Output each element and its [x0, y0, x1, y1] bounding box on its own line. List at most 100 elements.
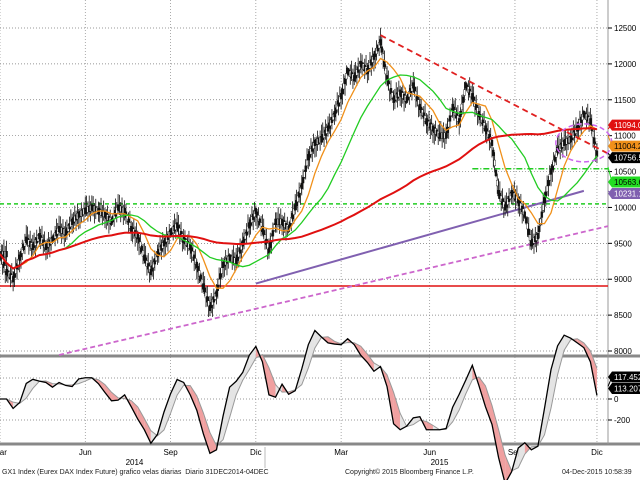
oscillator-fill	[249, 346, 256, 370]
price-label-text: 10756.5	[614, 154, 640, 163]
oscillator-fill	[236, 372, 243, 395]
oscillator-fill	[367, 354, 374, 372]
price-tick-label: 8500	[614, 311, 632, 320]
candle-body	[540, 211, 544, 218]
price-tick-label: 11500	[614, 96, 636, 105]
oscillator-fill	[518, 442, 525, 468]
price-tick-label: 10500	[614, 168, 637, 177]
oscillator-label-text: 113.2077	[614, 385, 640, 394]
price-tick-label: 9500	[614, 239, 632, 248]
x-tick-label: Jun	[423, 448, 436, 457]
oscillator-fill	[268, 367, 276, 398]
oscillator-tick-label: -200	[614, 416, 631, 425]
price-label-tag	[608, 152, 640, 164]
price-label-tag	[608, 188, 640, 200]
oscillator-fill	[498, 429, 506, 480]
candle-body	[5, 251, 8, 258]
candle-body	[220, 267, 223, 274]
candle-body	[494, 169, 498, 177]
oscillator-fill	[209, 432, 217, 454]
oscillator-fill	[164, 393, 171, 430]
oscillator-fill	[577, 338, 584, 348]
candle-body	[447, 121, 450, 128]
candle-body	[303, 171, 306, 178]
candle-body	[490, 139, 494, 146]
candle-body	[345, 73, 348, 80]
oscillator-fill	[301, 344, 309, 385]
oscillator-fill	[485, 385, 492, 425]
price-tick-label: 12000	[614, 60, 637, 69]
oscillator-fill	[544, 369, 552, 435]
candle-body	[459, 111, 462, 118]
candle-body	[215, 290, 218, 297]
oscillator-label-tag	[608, 371, 640, 383]
oscillator-fill	[452, 394, 460, 422]
oscillator-label-text: 117.4521	[614, 373, 640, 382]
oscillator-fill	[223, 387, 230, 440]
x-tick-label: Jun	[79, 448, 92, 457]
candle-body	[545, 185, 549, 192]
price-tick-label: 10000	[614, 203, 637, 212]
oscillator-fill	[551, 345, 558, 409]
moving-average-line	[0, 74, 598, 270]
oscillator-fill	[203, 412, 210, 454]
candle-body	[463, 89, 466, 96]
candle-body	[444, 132, 448, 139]
price-label-text: 11004.2	[614, 142, 640, 151]
candle-body	[219, 273, 222, 280]
candle-body	[538, 225, 541, 233]
oscillator-fill	[557, 335, 565, 375]
oscillator-fill	[229, 381, 237, 418]
x-tick-label: Dic	[250, 448, 262, 457]
candle-body	[547, 179, 550, 187]
oscillator-fill	[144, 418, 151, 444]
candle-body	[536, 233, 540, 240]
candle-body	[496, 179, 499, 187]
candle-body	[461, 96, 465, 103]
year-label: 2015	[431, 458, 449, 467]
oscillator-fill	[170, 379, 178, 414]
candle-body	[448, 115, 452, 122]
moving-average-line	[0, 127, 598, 270]
moving-average-line	[0, 57, 598, 289]
price-label-tag	[608, 176, 640, 188]
oscillator-main-line	[0, 329, 598, 480]
candle-body	[198, 270, 201, 277]
oscillator-fill	[26, 379, 33, 399]
candle-body	[591, 131, 595, 138]
oscillator-fill	[314, 330, 322, 349]
candle-body	[593, 137, 596, 144]
candle-body	[383, 60, 386, 67]
year-label: 2014	[126, 458, 144, 467]
support-trendline	[58, 225, 609, 356]
x-tick-label: Sep	[508, 448, 523, 457]
candle-body	[528, 234, 532, 241]
oscillator-fill	[111, 392, 119, 401]
candle-body	[543, 197, 546, 204]
oscillator-fill	[373, 362, 381, 372]
title-text: GX1 Index (Eurex DAX Index Future) grafi…	[2, 469, 182, 476]
oscillator-fill	[459, 380, 466, 411]
price-label-text: 11094.0	[614, 121, 640, 130]
candle-body	[380, 46, 383, 53]
x-tick-label: Mar	[334, 448, 348, 457]
oscillator-fill	[564, 335, 571, 351]
oscillator-fill	[413, 416, 420, 425]
oscillator-fill	[328, 336, 335, 345]
oscillator-fill	[131, 400, 138, 420]
price-label-text: 10563.6	[614, 178, 640, 187]
oscillator-fill	[190, 385, 197, 411]
timestamp: 04-Dec-2015 10:58:39	[562, 469, 632, 476]
candle-body	[379, 39, 382, 46]
period-text: Diario 31DEC2014-04DEC	[185, 469, 269, 476]
chart-title: GX1 Index (Eurex DAX Index Future) grafi…	[2, 469, 269, 476]
candle-body	[524, 217, 528, 224]
copyright: Copyright© 2015 Bloomberg Finance L.P.	[345, 469, 474, 476]
candle-body	[460, 103, 464, 111]
candle-body	[492, 149, 495, 156]
candle-body	[301, 177, 305, 184]
candle-body	[384, 67, 387, 75]
candle-body	[305, 159, 309, 167]
candle-body	[381, 53, 385, 60]
